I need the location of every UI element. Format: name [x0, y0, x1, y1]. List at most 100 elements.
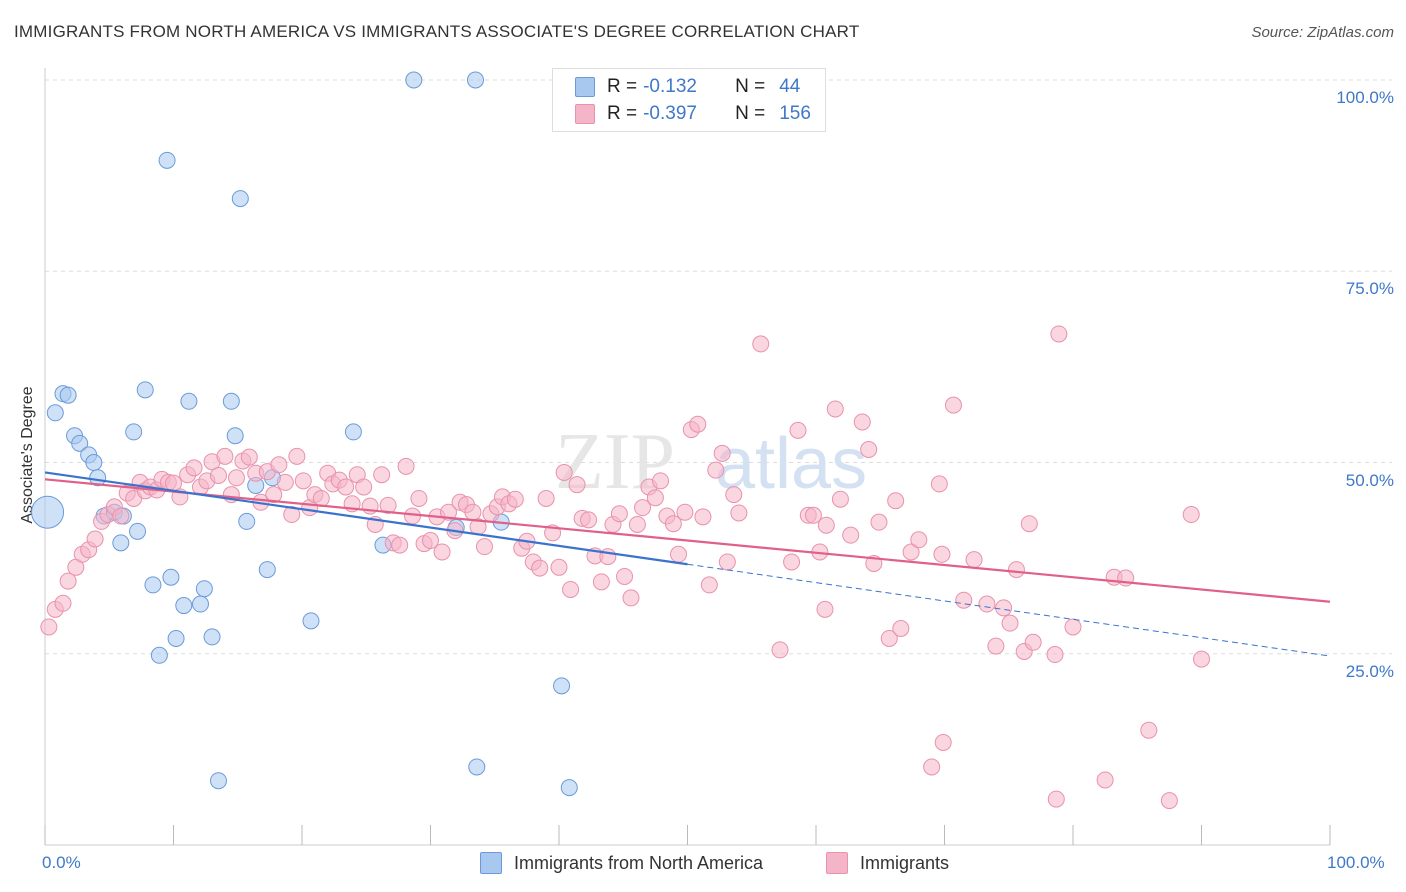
point-immigrants[interactable] — [771, 641, 789, 659]
point-immigrants[interactable] — [826, 400, 844, 418]
point-immigrants[interactable] — [694, 508, 712, 526]
point-immigrants[interactable] — [1024, 633, 1042, 651]
point-immigrants[interactable] — [730, 504, 748, 522]
point-immigrants[interactable] — [531, 559, 549, 577]
point-immigrants[interactable] — [209, 467, 227, 485]
point-immigrants[interactable] — [397, 457, 415, 475]
point-immigrants[interactable] — [506, 490, 524, 508]
point-immigrants[interactable] — [1020, 515, 1038, 533]
point-immigrants[interactable] — [910, 531, 928, 549]
point-immigrants[interactable] — [373, 466, 391, 484]
point-north-america[interactable] — [231, 190, 249, 208]
point-north-america[interactable] — [175, 597, 193, 615]
point-immigrants[interactable] — [955, 591, 973, 609]
point-immigrants[interactable] — [1064, 618, 1082, 636]
point-north-america[interactable] — [46, 404, 64, 422]
point-north-america[interactable] — [553, 677, 571, 695]
point-immigrants[interactable] — [276, 473, 294, 491]
point-north-america[interactable] — [112, 534, 130, 552]
point-immigrants[interactable] — [265, 486, 283, 504]
point-north-america[interactable] — [560, 779, 578, 797]
point-immigrants[interactable] — [555, 463, 573, 481]
point-immigrants[interactable] — [337, 478, 355, 496]
point-immigrants[interactable] — [978, 595, 996, 613]
point-immigrants[interactable] — [995, 599, 1013, 617]
point-immigrants[interactable] — [860, 440, 878, 458]
point-immigrants[interactable] — [789, 421, 807, 439]
point-immigrants[interactable] — [227, 469, 245, 487]
point-immigrants[interactable] — [892, 620, 910, 638]
point-immigrants[interactable] — [880, 629, 898, 647]
point-immigrants[interactable] — [965, 551, 983, 569]
point-immigrants[interactable] — [887, 492, 905, 510]
point-immigrants[interactable] — [355, 478, 373, 496]
point-immigrants[interactable] — [1050, 325, 1068, 343]
point-immigrants[interactable] — [537, 489, 555, 507]
point-immigrants[interactable] — [842, 526, 860, 544]
point-immigrants[interactable] — [670, 545, 688, 563]
point-immigrants[interactable] — [664, 515, 682, 533]
point-immigrants[interactable] — [592, 573, 610, 591]
point-north-america[interactable] — [59, 386, 77, 404]
point-north-america[interactable] — [85, 454, 103, 471]
point-north-america[interactable] — [468, 758, 486, 776]
point-north-america[interactable] — [222, 392, 240, 410]
point-immigrants[interactable] — [294, 472, 312, 490]
point-north-america[interactable] — [144, 576, 162, 594]
point-immigrants[interactable] — [934, 733, 952, 751]
point-immigrants[interactable] — [562, 580, 580, 598]
point-immigrants[interactable] — [1001, 614, 1019, 632]
point-north-america[interactable] — [302, 612, 320, 630]
point-immigrants[interactable] — [700, 576, 718, 594]
point-north-america[interactable] — [466, 71, 484, 89]
point-immigrants[interactable] — [804, 506, 822, 524]
point-immigrants[interactable] — [422, 532, 439, 550]
point-immigrants[interactable] — [464, 503, 482, 521]
point-immigrants[interactable] — [439, 503, 457, 521]
point-immigrants[interactable] — [216, 447, 234, 465]
point-immigrants[interactable] — [933, 545, 951, 563]
point-north-america[interactable] — [180, 392, 198, 410]
point-immigrants[interactable] — [86, 530, 104, 548]
point-north-america[interactable] — [238, 512, 256, 530]
point-immigrants[interactable] — [40, 618, 58, 636]
point-immigrants[interactable] — [652, 472, 670, 490]
point-immigrants[interactable] — [568, 476, 586, 494]
point-immigrants[interactable] — [54, 594, 72, 612]
point-immigrants[interactable] — [718, 553, 736, 571]
point-immigrants[interactable] — [902, 543, 920, 561]
point-immigrants[interactable] — [676, 503, 694, 521]
point-immigrants[interactable] — [59, 572, 77, 590]
point-immigrants[interactable] — [816, 600, 834, 618]
point-immigrants[interactable] — [270, 456, 288, 474]
point-north-america[interactable] — [405, 71, 423, 89]
point-north-america[interactable] — [125, 423, 143, 441]
point-immigrants[interactable] — [610, 505, 628, 523]
point-immigrants[interactable] — [831, 490, 849, 508]
point-immigrants[interactable] — [391, 536, 409, 554]
point-immigrants[interactable] — [404, 507, 422, 525]
point-immigrants[interactable] — [689, 415, 707, 433]
point-immigrants[interactable] — [752, 335, 770, 353]
point-north-america[interactable] — [209, 772, 227, 790]
point-immigrants[interactable] — [870, 513, 888, 531]
point-immigrants[interactable] — [1047, 790, 1065, 808]
point-immigrants[interactable] — [930, 475, 948, 493]
point-north-america[interactable] — [162, 568, 180, 586]
point-immigrants[interactable] — [616, 567, 634, 585]
point-north-america[interactable] — [71, 434, 89, 452]
point-north-america[interactable] — [167, 629, 185, 647]
point-immigrants[interactable] — [1046, 646, 1064, 664]
point-immigrants[interactable] — [944, 396, 962, 414]
point-north-america[interactable] — [129, 522, 147, 540]
point-immigrants[interactable] — [185, 459, 203, 477]
point-north-america[interactable] — [344, 423, 362, 441]
point-immigrants[interactable] — [707, 461, 725, 479]
point-immigrants[interactable] — [622, 589, 640, 607]
point-north-america[interactable] — [258, 561, 276, 579]
point-immigrants[interactable] — [550, 558, 568, 576]
point-north-america[interactable] — [150, 646, 168, 664]
bottom-legend-item-immigrants[interactable]: Immigrants — [826, 852, 949, 874]
point-north-america[interactable] — [136, 381, 154, 399]
point-north-america[interactable] — [31, 495, 65, 529]
